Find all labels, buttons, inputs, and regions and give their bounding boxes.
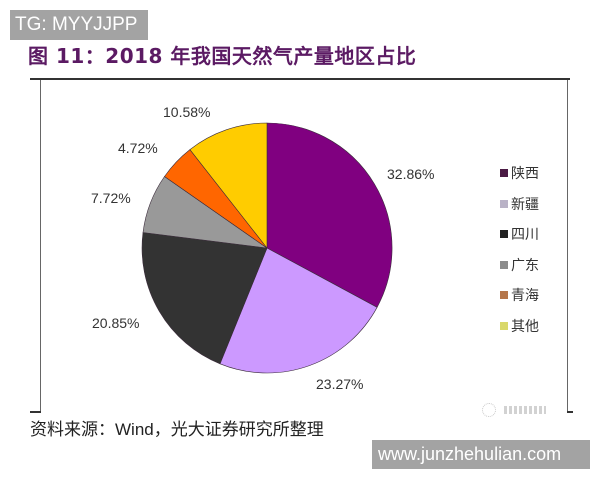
chart-legend: 陕西 新疆 四川 广东 青海 其他 [500, 158, 539, 341]
legend-swatch-icon [500, 260, 508, 269]
legend-item-guangdong: 广东 [500, 250, 539, 281]
watermark-url: www.junzhehulian.com [372, 440, 590, 469]
source-prefix: 资料来源： [30, 420, 115, 440]
wechat-icon [482, 403, 496, 417]
label-sichuan: 20.85% [92, 315, 140, 331]
legend-label: 广东 [511, 257, 539, 274]
legend-item-xinjiang: 新疆 [500, 189, 539, 220]
watermark-tg: TG: MYYJJPP [10, 10, 148, 40]
legend-label: 其他 [511, 318, 539, 335]
source-wind: Wind [115, 420, 154, 439]
slice-other [189, 122, 268, 249]
frame-corner-right [567, 411, 573, 413]
label-qinghai: 4.72% [118, 140, 158, 156]
legend-label: 新疆 [511, 196, 539, 213]
legend-item-qinghai: 青海 [500, 280, 539, 311]
slice-sichuan [141, 232, 268, 365]
source-suffix: ，光大证券研究所整理 [153, 420, 324, 440]
legend-swatch-icon [500, 291, 508, 300]
label-xinjiang: 23.27% [316, 376, 364, 392]
legend-label: 四川 [511, 227, 539, 244]
legend-swatch-icon [500, 230, 508, 239]
slice-xinjiang [219, 247, 378, 374]
frame-right-border [567, 80, 568, 412]
faint-watermark-text [504, 406, 546, 414]
faint-watermark [482, 403, 560, 417]
figure-title: 图 11：2018 年我国天然气产量地区占比 [28, 44, 417, 68]
label-shaanxi: 32.86% [387, 166, 435, 182]
frame-corner-left [30, 411, 41, 413]
legend-label: 陕西 [511, 166, 539, 183]
frame-left-border [40, 80, 41, 412]
source-note: 资料来源：Wind，光大证券研究所整理 [30, 415, 324, 440]
label-guangdong: 7.72% [91, 190, 131, 206]
title-divider [30, 78, 570, 80]
legend-swatch-icon [500, 321, 508, 330]
legend-item-other: 其他 [500, 311, 539, 342]
legend-label: 青海 [511, 288, 539, 305]
legend-swatch-icon [500, 199, 508, 208]
legend-item-shaanxi: 陕西 [500, 158, 539, 189]
legend-item-sichuan: 四川 [500, 219, 539, 250]
slice-shaanxi [266, 122, 393, 308]
legend-swatch-icon [500, 169, 508, 178]
label-other: 10.58% [163, 104, 211, 120]
